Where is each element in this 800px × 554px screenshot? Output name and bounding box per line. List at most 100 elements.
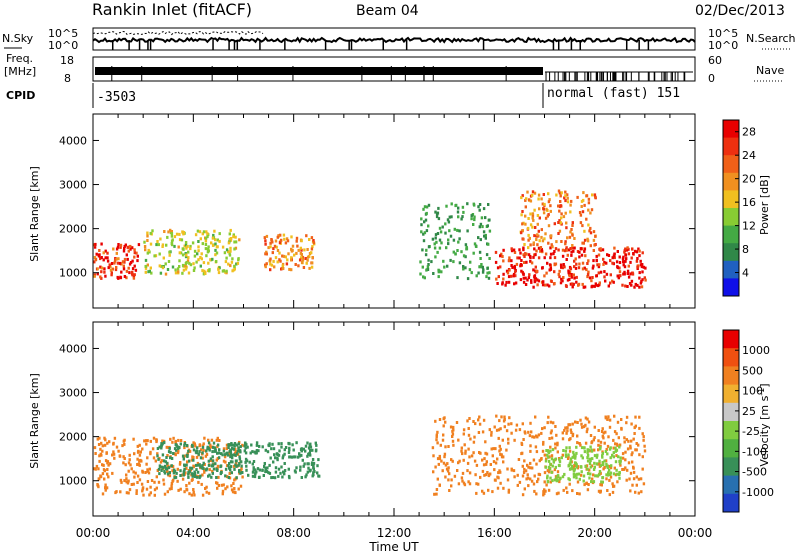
heatmap-cell [520,231,523,235]
heatmap-cell [425,248,428,252]
heatmap-cell [263,462,266,465]
heatmap-cell [566,200,570,204]
heatmap-cell [453,227,456,231]
heatmap-cell [268,442,271,446]
heatmap-cell [149,485,152,489]
heatmap-cell [458,237,461,241]
heatmap-cell [95,464,99,468]
heatmap-cell [192,456,195,459]
heatmap-cell [533,275,536,279]
heatmap-cell [455,203,458,207]
heatmap-cell [290,268,293,272]
heatmap-cell [132,276,136,280]
heatmap-cell [478,422,482,426]
heatmap-cell [178,462,182,466]
heatmap-cell [440,459,443,463]
heatmap-cell [150,271,153,275]
heatmap-cell [133,248,136,252]
colorbar-frame [722,329,740,513]
heatmap-cell [179,474,182,477]
heatmap-cell [535,269,538,273]
heatmap-cell [104,249,107,253]
heatmap-cell [586,275,589,279]
heatmap-cell [573,464,576,467]
heatmap-cell [537,246,541,250]
heatmap-cell [290,256,293,260]
heatmap-cell [194,444,197,448]
heatmap-cell [501,438,504,442]
heatmap-cell [137,449,140,453]
heatmap-cell [605,464,608,468]
heatmap-cell [181,230,184,234]
heatmap-cell [227,241,231,245]
heatmap-cell [619,461,622,465]
heatmap-cell [466,419,469,423]
heatmap-cell [296,244,299,248]
heatmap-cell [290,258,293,262]
heatmap-cell [567,271,570,275]
heatmap-cell [503,425,506,429]
heatmap-cell [583,203,586,207]
heatmap-cell [111,267,114,271]
heatmap-cell [427,258,430,262]
heatmap-cell [508,256,511,260]
heatmap-cell [546,283,549,287]
heatmap-cell [566,236,569,240]
heatmap-cell [554,457,557,461]
heatmap-cell [543,492,546,495]
heatmap-cell [557,491,560,495]
heatmap-cell [629,471,633,475]
heatmap-cell [207,438,210,442]
heatmap-cell [637,477,641,481]
heatmap-cell [516,483,519,487]
heatmap-cell [590,285,593,289]
heatmap-cell [144,270,147,274]
heatmap-cell [621,468,624,471]
heatmap-cell [473,215,476,219]
heatmap-cell [423,231,427,235]
heatmap-cell [578,255,581,259]
heatmap-cell [615,260,619,264]
heatmap-cell [572,472,576,476]
heatmap-cell [569,203,572,207]
heatmap-cell [564,454,568,458]
heatmap-cell [171,440,174,444]
heatmap-cell [621,257,625,261]
heatmap-cell [205,490,208,494]
heatmap-cell [268,444,271,448]
heatmap-cell [542,440,545,444]
heatmap-cell [559,221,562,225]
heatmap-cell [186,460,189,464]
heatmap-cell [286,239,290,243]
heatmap-cell [632,477,636,481]
heatmap-cell [253,450,256,454]
heatmap-cell [568,423,572,427]
heatmap-cell [452,250,455,254]
heatmap-cell [447,238,450,242]
heatmap-cell [205,230,208,234]
heatmap-cell [119,490,122,494]
heatmap-cell [94,467,97,471]
heatmap-cell [462,432,465,436]
heatmap-cell [274,456,277,460]
heatmap-cell [229,449,232,453]
heatmap-cell [123,257,127,261]
heatmap-cell [608,478,611,482]
heatmap-cell [589,465,592,469]
heatmap-cell [215,251,219,255]
heatmap-cell [537,433,541,437]
heatmap-cell [224,270,227,274]
heatmap-cell [426,265,430,269]
heatmap-cell [148,250,151,254]
heatmap-cell [612,262,615,266]
heatmap-cell [120,270,123,274]
heatmap-cell [525,197,528,201]
heatmap-cell [461,471,465,475]
heatmap-cell [201,493,205,497]
heatmap-cell [502,460,505,464]
heatmap-cell [611,453,614,457]
heatmap-cell [157,457,160,461]
heatmap-cell [560,456,563,460]
heatmap-cell [170,242,173,245]
heatmap-cell [229,249,232,253]
